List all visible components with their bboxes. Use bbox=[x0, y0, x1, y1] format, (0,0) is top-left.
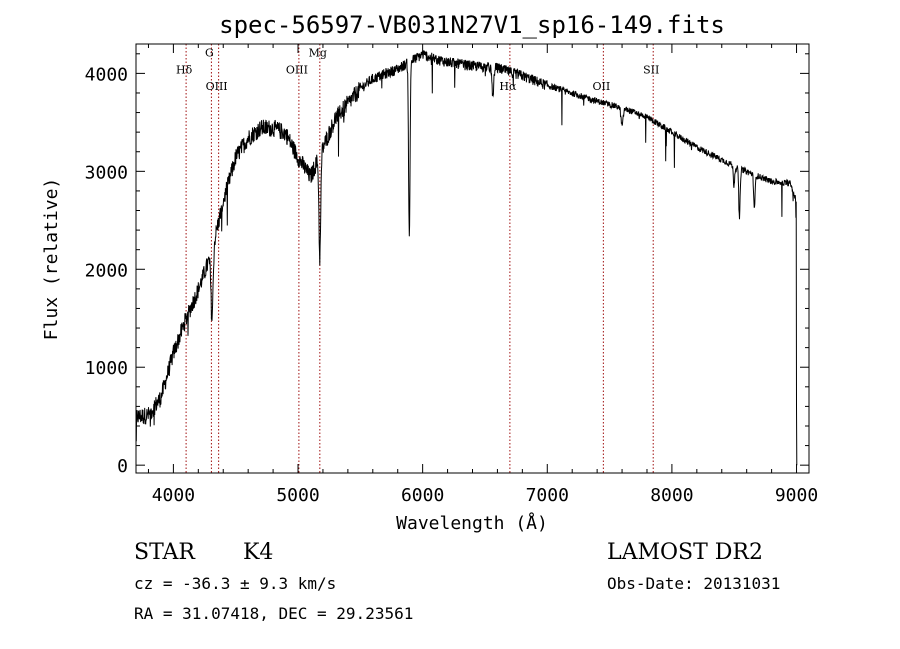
y-tick-label: 3000 bbox=[85, 162, 128, 183]
x-tick-label: 8000 bbox=[650, 485, 693, 506]
axis-ticks: 4000 5000 6000 7000 8000 9000 0 1000 2000 3000 400… bbox=[85, 44, 818, 506]
line-marker-label: Hδ bbox=[176, 63, 193, 76]
y-tick-label: 2000 bbox=[85, 260, 128, 281]
sky-coordinates: RA = 31.07418, DEC = 29.23561 bbox=[134, 604, 414, 623]
line-marker-label: SII bbox=[643, 63, 659, 76]
redshift-cz: cz = -36.3 ± 9.3 km/s bbox=[134, 574, 337, 593]
x-axis-label: Wavelength (Å) bbox=[396, 512, 548, 534]
y-tick-label: 0 bbox=[117, 456, 128, 477]
observation-date: Obs-Date: 20131031 bbox=[607, 574, 781, 593]
object-subclass: K4 bbox=[243, 540, 274, 565]
line-marker-label: OII bbox=[593, 80, 611, 93]
y-axis-label: Flux (relative) bbox=[41, 178, 62, 341]
line-marker-label: Mg bbox=[309, 47, 327, 60]
line-marker-label: Hα bbox=[499, 80, 517, 93]
x-tick-label: 9000 bbox=[775, 485, 818, 506]
line-marker-label: OIII bbox=[206, 80, 228, 93]
plot-frame bbox=[135, 43, 810, 474]
line-marker-label: G bbox=[205, 47, 214, 60]
survey-name: LAMOST DR2 bbox=[607, 540, 763, 565]
x-tick-label: 5000 bbox=[276, 485, 319, 506]
y-tick-label: 1000 bbox=[85, 358, 128, 379]
spectrum-chart: spec-56597-VB031N27V1_sp16-149.fits Hδ G O… bbox=[41, 11, 818, 534]
y-tick-label: 4000 bbox=[85, 64, 128, 85]
chart-title: spec-56597-VB031N27V1_sp16-149.fits bbox=[219, 11, 725, 39]
x-tick-label: 7000 bbox=[526, 485, 569, 506]
object-class: STAR bbox=[134, 540, 195, 565]
x-tick-label: 6000 bbox=[401, 485, 444, 506]
spectrum-line bbox=[135, 50, 798, 466]
x-tick-label: 4000 bbox=[152, 485, 195, 506]
line-marker-label: OIII bbox=[286, 63, 308, 76]
